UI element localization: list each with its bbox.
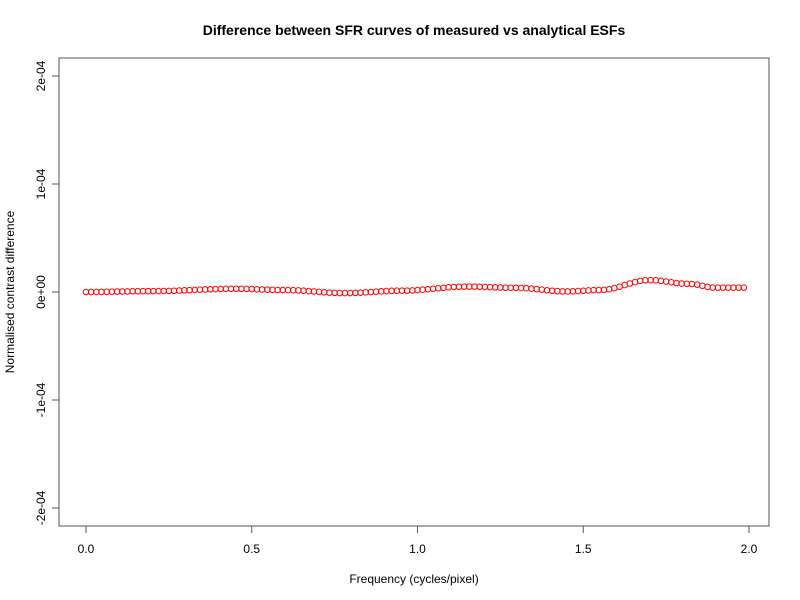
x-tick-label: 2.0: [741, 542, 758, 556]
x-tick-label: 0.5: [243, 542, 260, 556]
y-tick-label: 2e-04: [34, 60, 48, 91]
y-tick-label: -1e-04: [34, 382, 48, 417]
y-tick-label: -2e-04: [34, 490, 48, 525]
x-tick-label: 1.0: [409, 542, 426, 556]
x-tick-label: 0.0: [78, 542, 95, 556]
x-axis-label: Frequency (cycles/pixel): [349, 572, 478, 586]
data-point: [631, 278, 639, 286]
data-series: [82, 276, 748, 297]
y-axis-label: Normalised contrast difference: [3, 210, 17, 373]
y-tick-label: 1e-04: [34, 168, 48, 199]
x-tick-label: 1.5: [575, 542, 592, 556]
data-point: [699, 282, 706, 290]
y-tick-label: 0e+00: [34, 275, 48, 309]
data-point: [740, 284, 748, 291]
y-axis: 2e-04 1e-04 0e+00 -1e-04 -2e-04: [34, 60, 59, 525]
x-axis: 0.0 0.5 1.0 1.5 2.0: [78, 526, 758, 556]
chart-title: Difference between SFR curves of measure…: [203, 22, 626, 38]
